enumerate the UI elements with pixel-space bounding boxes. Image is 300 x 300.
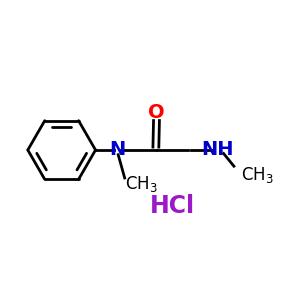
Text: N: N	[110, 140, 126, 160]
Text: CH$_3$: CH$_3$	[125, 174, 158, 194]
Text: O: O	[148, 103, 165, 122]
Text: CH$_3$: CH$_3$	[241, 165, 274, 185]
Text: HCl: HCl	[149, 194, 195, 218]
Text: NH: NH	[202, 140, 234, 160]
